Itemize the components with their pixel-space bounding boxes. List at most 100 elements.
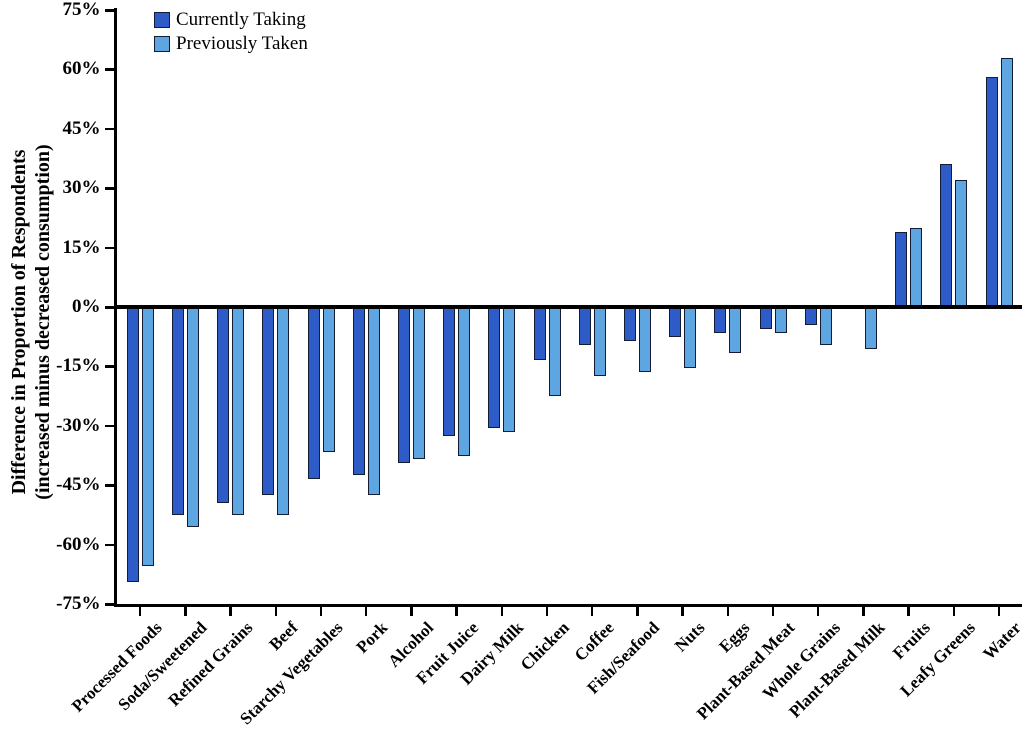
x-axis-line xyxy=(113,604,1022,607)
y-axis-tick xyxy=(104,9,114,12)
x-axis-tick xyxy=(455,607,458,616)
bar-currently-taking-beef xyxy=(262,307,275,496)
y-axis-tick xyxy=(104,603,114,606)
bar-currently-taking-coffee xyxy=(578,307,591,345)
y-axis-tick xyxy=(104,68,114,71)
bar-previously-taken-pork xyxy=(367,307,380,496)
bar-currently-taking-starchy-vegetables xyxy=(307,307,320,480)
y-tick-label: 0% xyxy=(72,296,101,317)
bar-currently-taking-water xyxy=(985,77,998,309)
bar-previously-taken-refined-grains xyxy=(232,307,245,515)
legend-item-currently-taking: Currently Taking xyxy=(154,8,308,32)
y-tick-label: 75% xyxy=(62,0,101,20)
x-category-label-water: Water xyxy=(978,618,1024,664)
y-axis-tick xyxy=(104,187,114,190)
x-axis-tick xyxy=(410,607,413,616)
bar-currently-taking-fish-seafood xyxy=(623,307,636,341)
bar-currently-taking-leafy-greens xyxy=(940,164,953,309)
x-axis-tick xyxy=(636,607,639,616)
bar-previously-taken-water xyxy=(1000,57,1013,309)
bar-currently-taking-eggs xyxy=(714,307,727,333)
x-axis-tick xyxy=(138,607,142,616)
y-axis-tick xyxy=(104,306,114,309)
zero-baseline xyxy=(113,305,1022,309)
y-axis-tick xyxy=(104,365,114,368)
bar-currently-taking-pork xyxy=(352,307,365,476)
bar-currently-taking-plant-based-meat xyxy=(759,307,772,329)
x-axis-tick xyxy=(590,607,594,616)
bar-currently-taking-fruit-juice xyxy=(443,307,456,436)
y-axis-tick xyxy=(104,127,114,131)
y-axis-title-line1: Difference in Proportion of Respondents xyxy=(8,149,30,495)
y-tick-label: -75% xyxy=(56,593,101,614)
y-axis-tick xyxy=(104,543,114,547)
x-axis-tick xyxy=(952,607,956,616)
y-axis-tick xyxy=(104,424,114,428)
y-tick-label: -15% xyxy=(56,355,101,377)
legend-label-currently-taking: Currently Taking xyxy=(176,9,306,30)
x-axis-tick xyxy=(229,607,232,616)
legend-swatch-previously-taken xyxy=(154,36,170,52)
bar-previously-taken-plant-based-milk xyxy=(864,307,877,349)
x-category-label-beef: Beef xyxy=(265,618,302,655)
y-axis-tick xyxy=(104,246,114,250)
x-axis-tick xyxy=(862,607,865,616)
bar-currently-taking-dairy-milk xyxy=(488,307,501,428)
x-category-label-nuts: Nuts xyxy=(670,618,709,656)
bar-currently-taking-whole-grains xyxy=(804,307,817,325)
bar-previously-taken-nuts xyxy=(684,307,697,369)
y-axis-tick xyxy=(104,484,114,487)
x-category-label-pork: Pork xyxy=(352,618,392,657)
y-tick-label: 60% xyxy=(62,58,101,80)
y-tick-label: 30% xyxy=(62,177,101,199)
bar-currently-taking-soda-sweetened xyxy=(171,307,184,515)
legend-label-previously-taken: Previously Taken xyxy=(176,33,308,54)
y-tick-label: -45% xyxy=(56,474,101,496)
x-axis-tick xyxy=(997,607,1001,616)
bar-previously-taken-coffee xyxy=(593,307,606,377)
bar-currently-taking-chicken xyxy=(533,307,546,361)
y-tick-label: -30% xyxy=(56,414,101,436)
legend-swatch-currently-taking xyxy=(154,12,170,28)
x-axis-tick xyxy=(184,607,187,616)
bar-previously-taken-fish-seafood xyxy=(638,307,651,373)
bar-previously-taken-chicken xyxy=(548,307,561,397)
y-tick-label: -60% xyxy=(56,533,101,555)
x-axis-tick xyxy=(771,607,775,616)
bar-previously-taken-alcohol xyxy=(412,307,425,460)
x-category-label-chicken: Chicken xyxy=(516,618,573,675)
bar-previously-taken-dairy-milk xyxy=(503,307,516,432)
bar-previously-taken-starchy-vegetables xyxy=(322,307,335,452)
bar-previously-taken-whole-grains xyxy=(819,307,832,345)
bar-previously-taken-beef xyxy=(277,307,290,515)
bar-previously-taken-leafy-greens xyxy=(955,180,968,309)
bar-currently-taking-fruits xyxy=(895,231,908,309)
bar-currently-taking-alcohol xyxy=(397,307,410,464)
bar-previously-taken-soda-sweetened xyxy=(186,307,199,527)
x-axis-tick xyxy=(545,607,549,616)
y-axis-title-line2: (increased minus decreased consumption) xyxy=(32,144,54,500)
y-tick-label: 15% xyxy=(62,236,101,258)
x-axis-tick xyxy=(681,607,684,616)
x-axis-tick xyxy=(907,607,910,616)
bar-previously-taken-fruits xyxy=(910,227,923,309)
legend: Currently Taking Previously Taken xyxy=(154,8,308,56)
x-axis-tick xyxy=(816,607,820,616)
x-axis-tick xyxy=(500,607,504,616)
y-axis-title: Difference in Proportion of Respondents … xyxy=(7,27,59,617)
bar-previously-taken-processed-foods xyxy=(141,307,154,567)
legend-item-previously-taken: Previously Taken xyxy=(154,32,308,56)
bar-currently-taking-processed-foods xyxy=(126,307,139,583)
bar-currently-taking-refined-grains xyxy=(217,307,230,504)
x-axis-tick xyxy=(364,607,368,616)
bar-previously-taken-plant-based-meat xyxy=(774,307,787,333)
x-axis-tick xyxy=(274,607,278,616)
x-axis-tick xyxy=(319,607,323,616)
x-category-label-eggs: Eggs xyxy=(715,618,754,657)
bar-previously-taken-eggs xyxy=(729,307,742,353)
x-axis-tick xyxy=(726,607,730,616)
y-tick-label: 45% xyxy=(62,117,101,139)
bar-previously-taken-fruit-juice xyxy=(458,307,471,456)
bar-currently-taking-nuts xyxy=(669,307,682,337)
